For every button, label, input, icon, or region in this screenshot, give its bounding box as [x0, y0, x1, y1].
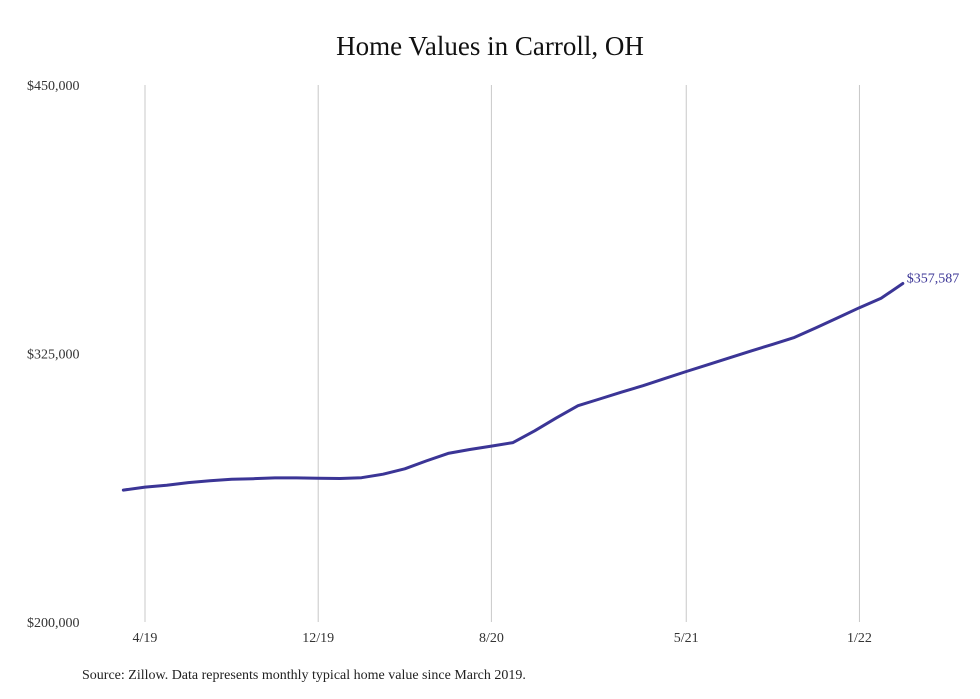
- x-tick-label: 12/19: [302, 631, 334, 646]
- source-note: Source: Zillow. Data represents monthly …: [82, 668, 526, 683]
- chart-title: Home Values in Carroll, OH: [336, 31, 644, 61]
- x-tick-label: 4/19: [133, 631, 158, 646]
- y-tick-label: $200,000: [27, 616, 80, 631]
- gridlines: [144, 85, 860, 622]
- x-axis-ticks: 4/19 12/19 8/20 5/21 1/22: [133, 631, 872, 646]
- x-tick-label: 8/20: [479, 631, 504, 646]
- y-axis-ticks: $200,000 $325,000 $450,000: [27, 79, 80, 631]
- y-tick-label: $325,000: [27, 348, 80, 363]
- x-tick-label: 5/21: [674, 631, 699, 646]
- y-tick-label: $450,000: [27, 79, 80, 94]
- x-tick-label: 1/22: [847, 631, 872, 646]
- end-value-label: $357,587: [907, 272, 960, 287]
- series-line: [121, 282, 905, 492]
